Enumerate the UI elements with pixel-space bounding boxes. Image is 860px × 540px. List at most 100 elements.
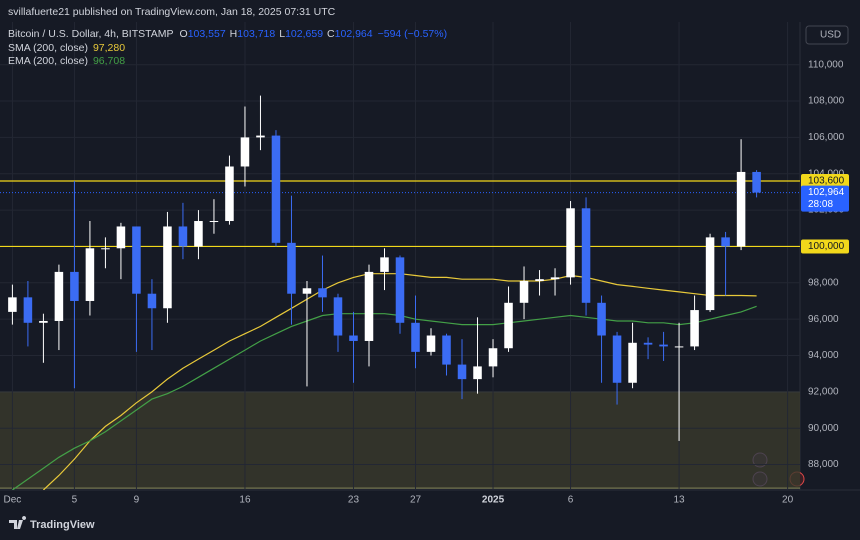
candle-body <box>225 166 234 222</box>
ohlc-key: O <box>180 28 188 40</box>
candle-body <box>271 135 281 243</box>
x-tick-label: 27 <box>410 495 422 506</box>
indicator-legend: EMA (200, close) 96,708 <box>8 55 125 67</box>
candle-body <box>504 302 513 349</box>
candle-body <box>566 208 575 278</box>
candle-body <box>194 221 203 247</box>
candle-body <box>519 280 529 303</box>
symbol-legend: Bitcoin / U.S. Dollar, 4h, BITSTAMP O103,… <box>8 28 447 40</box>
candle-body <box>659 344 668 347</box>
candle-body <box>411 322 420 352</box>
moving-average-line <box>12 305 757 490</box>
candle-body <box>333 297 343 336</box>
x-tick-label: Dec <box>4 495 22 506</box>
indicator-value: 96,708 <box>93 55 125 67</box>
y-tick-label: 96,000 <box>808 314 839 325</box>
ohlc-value: 103,718 <box>237 28 275 40</box>
candle-body <box>690 310 699 347</box>
ohlc-key: H <box>230 28 238 40</box>
candle-body <box>23 297 33 323</box>
candle-body <box>101 248 110 250</box>
candle-body <box>116 226 126 249</box>
candle-body <box>535 279 544 281</box>
countdown: 28:08 <box>808 199 833 210</box>
indicator-legend: SMA (200, close) 97,280 <box>8 42 125 54</box>
x-tick-label: 16 <box>239 495 251 506</box>
candle-body <box>318 288 327 298</box>
candle-body <box>54 271 64 321</box>
level-price-label: 100,000 <box>808 241 845 252</box>
candle-body <box>209 221 219 223</box>
candle-body <box>426 335 436 352</box>
y-tick-label: 110,000 <box>808 59 844 70</box>
y-tick-label: 88,000 <box>808 459 839 470</box>
candle-body <box>473 366 482 380</box>
brand-logo <box>9 516 27 529</box>
ohlc-key: L <box>279 28 285 40</box>
candle-body <box>85 248 95 301</box>
y-tick-label: 94,000 <box>808 350 839 361</box>
candle-body <box>39 320 48 323</box>
symbol-title: Bitcoin / U.S. Dollar, 4h, BITSTAMP <box>8 28 174 40</box>
last-price-label: 102,964 <box>808 187 845 198</box>
x-tick-label: 9 <box>134 495 140 506</box>
candle-body <box>550 277 560 280</box>
candle-body <box>70 271 79 301</box>
currency-box[interactable] <box>805 25 849 45</box>
level-price-label: 103,600 <box>808 176 845 187</box>
candle-body <box>752 171 761 193</box>
candle-body <box>457 364 467 380</box>
candle-body <box>302 288 312 294</box>
indicator-name: SMA (200, close) <box>8 42 88 54</box>
ohlc-value: 102,964 <box>335 28 373 40</box>
x-tick-label: 2025 <box>482 495 505 506</box>
publisher: svillafuerte21 published on TradingView.… <box>8 6 336 18</box>
y-tick-label: 104,000 <box>808 168 845 179</box>
x-tick-label: 13 <box>674 495 686 506</box>
candle-body <box>721 237 730 247</box>
indicator-value: 97,280 <box>93 42 125 54</box>
ohlc-key: C <box>327 28 335 40</box>
candle-body <box>628 342 637 383</box>
ohlc-value: 102,659 <box>285 28 323 40</box>
candle-body <box>705 237 715 311</box>
candle-body <box>380 257 389 272</box>
price-change: −594 (−0.57%) <box>378 28 447 40</box>
candle-body <box>240 137 250 167</box>
candle-body <box>643 342 653 345</box>
candle-body <box>178 226 188 247</box>
x-tick-label: 5 <box>72 495 78 506</box>
candle-body <box>612 335 622 383</box>
brand: TradingView <box>30 519 95 531</box>
y-tick-label: 98,000 <box>808 277 839 288</box>
y-tick-label: 92,000 <box>808 386 839 397</box>
candle-body <box>488 348 498 367</box>
support-zone <box>0 391 800 489</box>
candle-body <box>256 135 265 138</box>
footer: TradingView <box>9 516 95 531</box>
candle-body <box>736 171 746 247</box>
x-tick-label: 23 <box>348 495 360 506</box>
last-price-tag <box>801 185 849 212</box>
candle-body <box>597 302 606 336</box>
candle-body <box>8 297 17 312</box>
candle-body <box>581 208 591 303</box>
level-price-tag <box>801 174 849 189</box>
candle-body <box>132 226 141 294</box>
indicator-name: EMA (200, close) <box>8 55 88 67</box>
y-tick-label: 108,000 <box>808 96 845 107</box>
currency: USD <box>820 30 841 41</box>
y-tick-label: 90,000 <box>808 423 839 434</box>
candle-body <box>442 335 451 365</box>
level-price-tag <box>801 239 849 254</box>
y-tick-label: 106,000 <box>808 132 845 143</box>
ohlc-value: 103,557 <box>188 28 226 40</box>
x-tick-label: 6 <box>568 495 574 506</box>
candle-body <box>395 257 405 323</box>
candle-body <box>364 271 374 341</box>
x-tick-label: 20 <box>782 495 794 506</box>
candle-body <box>674 346 684 348</box>
candle-body <box>349 335 358 341</box>
candle-body <box>287 242 296 294</box>
